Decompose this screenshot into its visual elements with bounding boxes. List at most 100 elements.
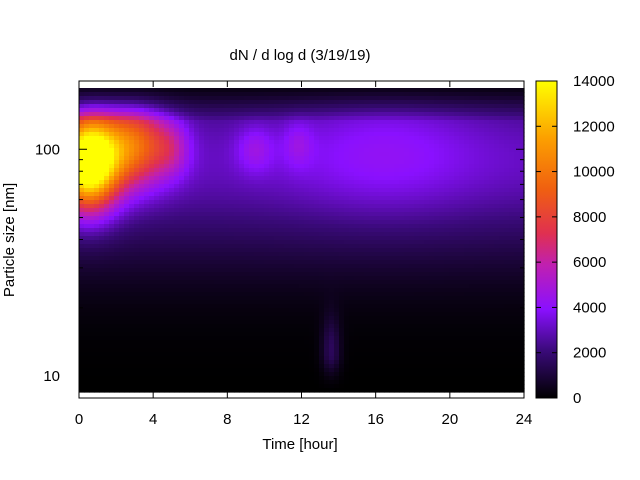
heatmap-cell bbox=[139, 176, 145, 181]
heatmap-cell bbox=[169, 308, 175, 313]
heatmap-cell bbox=[214, 144, 220, 149]
heatmap-cell bbox=[359, 316, 365, 321]
heatmap-cell bbox=[309, 288, 315, 293]
heatmap-cell bbox=[94, 144, 100, 149]
heatmap-cell bbox=[289, 232, 295, 237]
heatmap-cell bbox=[269, 140, 275, 145]
heatmap-cell bbox=[249, 108, 255, 113]
heatmap-cell bbox=[304, 236, 310, 241]
heatmap-cell bbox=[99, 328, 105, 333]
heatmap-cell bbox=[189, 136, 195, 141]
heatmap-cell bbox=[359, 328, 365, 333]
heatmap-cell bbox=[119, 380, 125, 385]
heatmap-cell bbox=[84, 304, 90, 309]
heatmap-cell bbox=[214, 272, 220, 277]
heatmap-cell bbox=[119, 192, 125, 197]
heatmap-cell bbox=[169, 156, 175, 161]
heatmap-cell bbox=[344, 288, 350, 293]
heatmap-cell bbox=[174, 180, 180, 185]
heatmap-cell bbox=[159, 300, 165, 305]
heatmap-cell bbox=[379, 236, 385, 241]
heatmap-cell bbox=[194, 140, 200, 145]
heatmap-cell bbox=[84, 188, 90, 193]
heatmap-cell bbox=[284, 160, 290, 165]
heatmap-cell bbox=[219, 136, 225, 141]
heatmap-cell bbox=[354, 212, 360, 217]
heatmap-cell bbox=[219, 168, 225, 173]
heatmap-cell bbox=[289, 96, 295, 101]
heatmap-cell bbox=[249, 88, 255, 93]
heatmap-cell bbox=[199, 108, 205, 113]
heatmap-cell bbox=[254, 204, 260, 209]
heatmap-cell bbox=[199, 352, 205, 357]
heatmap-cell bbox=[129, 316, 135, 321]
heatmap-cell bbox=[389, 268, 395, 273]
heatmap-cell bbox=[369, 292, 375, 297]
heatmap-cell bbox=[174, 112, 180, 117]
heatmap-cell bbox=[299, 332, 305, 337]
heatmap-cell bbox=[384, 132, 390, 137]
heatmap-cell bbox=[284, 264, 290, 269]
heatmap-cell bbox=[384, 296, 390, 301]
heatmap-cell bbox=[209, 380, 215, 385]
heatmap-cell bbox=[344, 196, 350, 201]
heatmap-cell bbox=[79, 228, 85, 233]
heatmap-cell bbox=[394, 292, 400, 297]
heatmap-cell bbox=[154, 372, 160, 377]
heatmap-cell bbox=[94, 344, 100, 349]
heatmap-cell bbox=[394, 224, 400, 229]
heatmap-cell bbox=[234, 208, 240, 213]
heatmap-cell bbox=[304, 244, 310, 249]
heatmap-cell bbox=[159, 164, 165, 169]
heatmap-cell bbox=[84, 364, 90, 369]
heatmap-cell bbox=[329, 228, 335, 233]
heatmap-cell bbox=[334, 296, 340, 301]
heatmap-cell bbox=[314, 88, 320, 93]
heatmap-cell bbox=[294, 120, 300, 125]
heatmap-cell bbox=[134, 296, 140, 301]
heatmap-cell bbox=[219, 96, 225, 101]
heatmap-cell bbox=[174, 108, 180, 113]
heatmap-cell bbox=[359, 240, 365, 245]
heatmap-cell bbox=[344, 308, 350, 313]
heatmap-cell bbox=[194, 244, 200, 249]
heatmap-cell bbox=[119, 100, 125, 105]
heatmap-cell bbox=[199, 284, 205, 289]
heatmap-cell bbox=[129, 108, 135, 113]
heatmap-cell bbox=[329, 320, 335, 325]
heatmap-cell bbox=[114, 264, 120, 269]
heatmap-cell bbox=[154, 216, 160, 221]
heatmap-cell bbox=[314, 132, 320, 137]
heatmap-cell bbox=[104, 352, 110, 357]
heatmap-cell bbox=[119, 156, 125, 161]
heatmap-cell bbox=[79, 260, 85, 265]
heatmap-cell bbox=[259, 316, 265, 321]
heatmap-cell bbox=[299, 104, 305, 109]
heatmap-cell bbox=[199, 320, 205, 325]
heatmap-cell bbox=[274, 260, 280, 265]
heatmap-cell bbox=[354, 132, 360, 137]
heatmap-cell bbox=[389, 124, 395, 129]
heatmap-cell bbox=[329, 312, 335, 317]
heatmap-cell bbox=[149, 384, 155, 389]
heatmap-cell bbox=[289, 100, 295, 105]
heatmap-cell bbox=[274, 348, 280, 353]
heatmap-cell bbox=[339, 188, 345, 193]
heatmap-cell bbox=[364, 256, 370, 261]
heatmap-cell bbox=[324, 100, 330, 105]
heatmap-cell bbox=[114, 304, 120, 309]
heatmap-cell bbox=[304, 388, 310, 393]
heatmap-cell bbox=[149, 256, 155, 261]
heatmap-cell bbox=[179, 124, 185, 129]
heatmap-cell bbox=[379, 108, 385, 113]
heatmap-cell bbox=[114, 140, 120, 145]
heatmap-cell bbox=[304, 228, 310, 233]
heatmap-cell bbox=[259, 388, 265, 393]
heatmap-cell bbox=[274, 340, 280, 345]
heatmap-cell bbox=[109, 200, 115, 205]
heatmap-cell bbox=[309, 116, 315, 121]
heatmap-cell bbox=[184, 124, 190, 129]
heatmap-cell bbox=[119, 216, 125, 221]
heatmap-cell bbox=[119, 364, 125, 369]
heatmap-cell bbox=[304, 296, 310, 301]
